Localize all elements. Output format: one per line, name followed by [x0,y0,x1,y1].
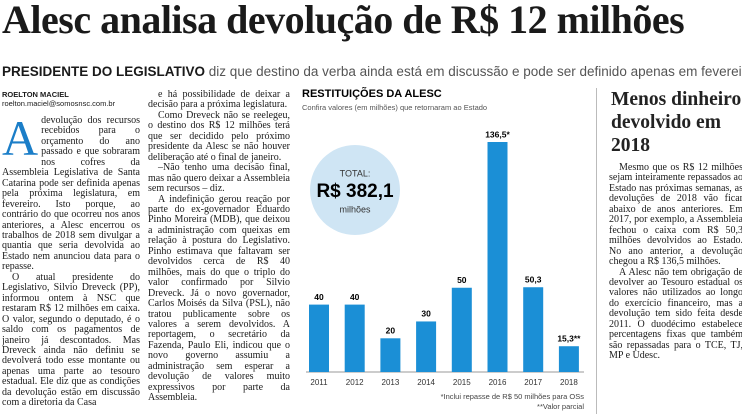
chart-title: RESTITUIÇÕES DA ALESC [302,87,442,100]
value-label: 136,5* [485,129,510,139]
subhead-lead: PRESIDENTE DO LEGISLATIVO [2,64,206,79]
byline: ROELTON MACIEL roelton.maciel@somosnsc.co… [2,90,115,108]
chart-subtitle: Confira valores (em milhões) que retorna… [302,103,487,112]
paragraph: Como Dreveck não se reelegeu, o destino … [148,109,290,163]
bar [416,321,437,372]
author: ROELTON MACIEL [2,90,69,99]
total-unit: milhões [339,204,371,214]
bar [487,142,508,372]
bar [451,287,472,372]
bar [380,338,401,372]
x-tick-label: 2013 [382,378,400,387]
paragraph: Mesmo que os R$ 12 milhões sejam inteira… [609,163,742,268]
x-tick-label: 2015 [453,378,471,387]
sidebar-text: Mesmo que os R$ 12 milhões sejam inteira… [597,163,742,362]
value-label: 20 [386,326,396,336]
x-tick-label: 2011 [310,378,328,387]
subhead-text: diz que destino da verba ainda está em d… [208,64,742,79]
subheadline: PRESIDENTE DO LEGISLATIVO diz que destin… [2,64,742,80]
x-tick-label: 2017 [524,378,542,387]
sidebar-title: Menos dinheiro devolvido em 2018 [611,89,742,156]
footnote: **Valor parcial [537,402,584,411]
value-label: 40 [314,292,324,302]
email: roelton.maciel@somosnsc.com.br [2,99,116,108]
sidebar: Menos dinheiro devolvido em 2018 Mesmo q… [596,88,742,414]
x-tick-label: 2018 [560,378,578,387]
x-tick-label: 2012 [346,378,364,387]
bar [523,287,544,372]
total-value: R$ 382,1 [316,181,394,202]
headline: Alesc analisa devolução de R$ 12 milhões [2,0,685,42]
total-label: TOTAL: [340,168,371,178]
value-label: 40 [350,292,360,302]
value-label: 15,3** [557,333,581,343]
x-tick-label: 2014 [417,378,435,387]
paragraph: A indefinição gerou reação por parte do … [148,193,290,404]
value-label: 50,3 [525,274,542,284]
column: e há possibilidade de deixar a decisão p… [148,90,290,414]
paragraph: –Não tenho uma decisão final, mas não qu… [148,162,290,195]
paragraph: e há possibilidade de deixar a decisão p… [148,90,290,111]
paragraph: A Alesc não tem obrigação de devolver ao… [609,266,742,362]
drop-cap: A [2,116,39,166]
paragraph: devolução dos recursos recebidos para o … [2,116,140,273]
x-tick-label: 2016 [489,378,507,387]
bar [344,304,365,372]
footnote: *Inclui repasse de R$ 50 milhões para OS… [441,392,585,401]
chart: RESTITUIÇÕES DA ALESC Confira valores (e… [302,87,585,411]
total-circle [310,145,400,235]
value-label: 50 [457,275,467,285]
bar [558,346,579,372]
paragraph: O atual presidente do Legislativo, Silvi… [2,271,140,409]
value-label: 30 [421,309,431,319]
bar [309,304,329,372]
